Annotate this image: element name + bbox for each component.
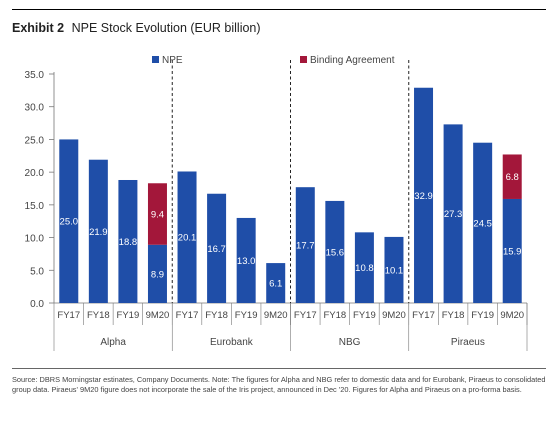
bar-npe — [414, 87, 434, 303]
source-note: Source: DBRS Morningstar estinates, Comp… — [12, 375, 546, 395]
bar-npe — [325, 200, 345, 303]
x-tick-label: FY18 — [87, 310, 110, 321]
x-tick-label: 9M20 — [500, 310, 524, 321]
y-tick-label: 25.0 — [25, 135, 45, 146]
top-rule — [12, 9, 546, 10]
bar-label-npe: 27.3 — [444, 209, 463, 220]
bar-npe — [295, 187, 315, 303]
y-tick-label: 0.0 — [30, 299, 44, 310]
y-tick-label: 10.0 — [25, 234, 45, 245]
bar-npe — [236, 217, 256, 303]
y-tick-label: 15.0 — [25, 201, 45, 212]
bar-label-npe: 25.0 — [60, 217, 79, 228]
x-tick-label: FY17 — [176, 310, 199, 321]
x-tick-label: FY19 — [117, 310, 140, 321]
legend-label: Binding Agreement — [310, 55, 395, 66]
bar-npe — [502, 198, 522, 303]
x-tick-label: 9M20 — [264, 310, 288, 321]
bar-label-binding: 9.4 — [151, 210, 164, 221]
bar-label-binding: 6.8 — [506, 172, 519, 183]
group-label: NBG — [339, 337, 361, 348]
bar-npe — [354, 232, 374, 303]
x-tick-label: FY19 — [235, 310, 258, 321]
bar-label-npe: 32.9 — [414, 191, 433, 202]
group-label: Eurobank — [210, 337, 254, 348]
group-label: Alpha — [100, 337, 126, 348]
bar-label-npe: 20.1 — [178, 233, 197, 244]
y-tick-label: 35.0 — [25, 70, 45, 81]
chart-title: Exhibit 2 NPE Stock Evolution (EUR billi… — [12, 21, 261, 35]
x-tick-label: FY18 — [323, 310, 346, 321]
bar-label-npe: 13.0 — [237, 256, 256, 267]
bar-npe — [59, 139, 79, 303]
bar-npe — [384, 236, 404, 303]
bar-npe — [473, 142, 493, 303]
bar-label-npe: 15.9 — [503, 246, 522, 257]
x-tick-label: 9M20 — [146, 310, 170, 321]
x-tick-label: 9M20 — [382, 310, 406, 321]
x-tick-label: FY19 — [353, 310, 376, 321]
bar-label-npe: 18.8 — [119, 237, 138, 248]
y-tick-label: 20.0 — [25, 168, 45, 179]
x-tick-label: FY19 — [471, 310, 494, 321]
bar-label-npe: 6.1 — [269, 279, 282, 290]
x-tick-label: FY17 — [57, 310, 80, 321]
bar-npe — [266, 263, 286, 303]
group-label: Piraeus — [451, 337, 485, 348]
bar-label-npe: 10.1 — [385, 265, 404, 276]
bottom-rule — [12, 368, 546, 369]
legend-swatch — [152, 56, 159, 63]
x-tick-label: FY18 — [442, 310, 465, 321]
bar-label-npe: 17.7 — [296, 241, 315, 252]
bar-npe — [443, 124, 463, 303]
bar-label-npe: 16.7 — [207, 244, 226, 255]
y-tick-label: 30.0 — [25, 103, 45, 114]
legend-label: NPE — [162, 55, 183, 66]
bar-binding — [147, 183, 167, 245]
x-tick-label: FY17 — [412, 310, 435, 321]
npe-stock-chart: 0.0 5.0 10.0 15.0 20.0 25.0 30.0 35.0 25.0 FY17 21… — [25, 55, 528, 351]
bar-label-npe: 10.8 — [355, 263, 374, 274]
y-tick-label: 5.0 — [30, 266, 44, 277]
bar-npe — [147, 244, 167, 303]
x-tick-label: FY17 — [294, 310, 317, 321]
exhibit-label: Exhibit 2 — [12, 21, 65, 35]
bar-npe — [177, 171, 197, 303]
bar-label-npe: 24.5 — [473, 218, 492, 229]
x-tick-label: FY18 — [205, 310, 228, 321]
bar-label-npe: 15.6 — [326, 247, 345, 258]
bar-npe — [88, 159, 108, 303]
legend-swatch — [300, 56, 307, 63]
bar-label-npe: 21.9 — [89, 227, 108, 238]
bar-npe — [118, 179, 138, 303]
bar-npe — [207, 193, 227, 303]
exhibit-title: NPE Stock Evolution (EUR billion) — [71, 21, 261, 35]
bar-label-npe: 8.9 — [151, 269, 164, 280]
bar-binding — [502, 154, 522, 199]
